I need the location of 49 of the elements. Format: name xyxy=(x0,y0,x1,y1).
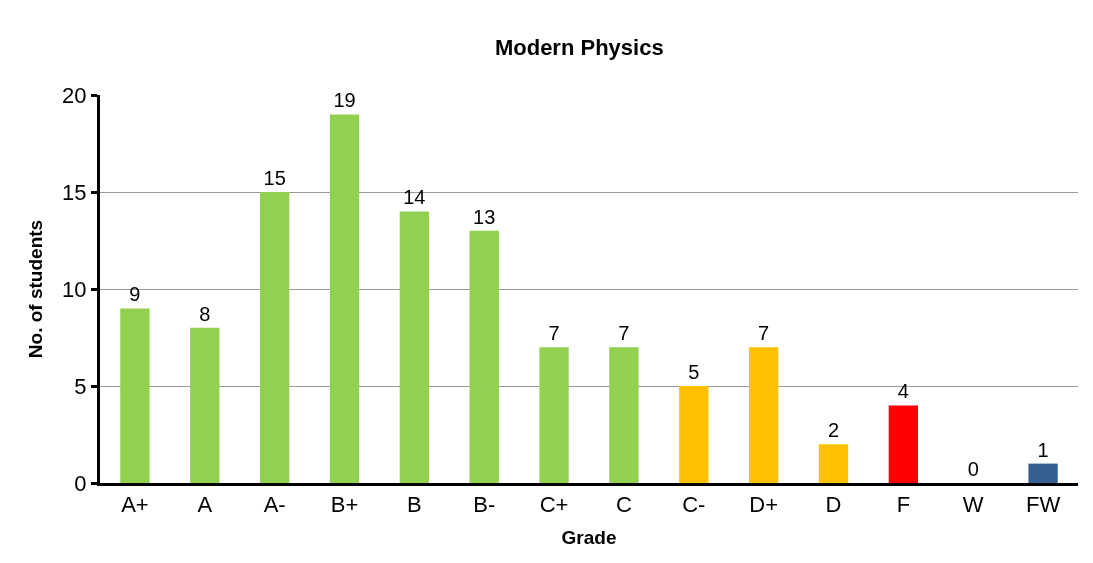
y-tick-label: 5 xyxy=(74,373,87,399)
y-tick-label: 15 xyxy=(62,179,87,205)
x-tick-label: C xyxy=(615,492,632,518)
x-tick-label: B- xyxy=(473,492,496,518)
data-label: 5 xyxy=(688,361,700,383)
data-label: 0 xyxy=(967,458,979,480)
bar xyxy=(190,327,220,483)
x-tick-label: FW xyxy=(1025,492,1061,518)
bar xyxy=(469,230,499,483)
y-tick-label: 20 xyxy=(62,82,87,108)
bar xyxy=(609,347,639,483)
data-label: 4 xyxy=(897,380,909,403)
bar xyxy=(329,114,360,483)
x-tick-label: D+ xyxy=(749,492,779,518)
bar xyxy=(748,347,779,483)
x-tick-label: A xyxy=(197,492,213,518)
x-tick-label: A+ xyxy=(121,492,149,518)
data-label: 14 xyxy=(403,186,426,209)
y-tick-label: 0 xyxy=(74,470,87,496)
x-tick-label: A- xyxy=(263,492,286,518)
data-label: 7 xyxy=(758,322,770,345)
data-label: 19 xyxy=(333,89,356,112)
data-label: 7 xyxy=(548,322,560,345)
data-label: 2 xyxy=(827,419,840,442)
data-label: 8 xyxy=(199,302,211,325)
x-axis-title: Grade xyxy=(561,527,617,549)
y-axis-title: No. of students xyxy=(24,219,46,359)
x-tick-label: B+ xyxy=(330,492,359,518)
bar xyxy=(120,308,150,483)
bar xyxy=(399,211,430,483)
x-tick-label: D xyxy=(825,492,842,518)
bar xyxy=(888,405,919,483)
x-tick-label: C- xyxy=(682,492,706,518)
bar xyxy=(1028,463,1058,483)
bar xyxy=(818,444,849,483)
bar xyxy=(259,192,290,483)
data-label: 13 xyxy=(473,205,496,228)
bar xyxy=(679,386,709,483)
y-tick-label: 10 xyxy=(62,276,87,302)
x-tick-label: W xyxy=(962,492,984,518)
bar xyxy=(539,347,569,483)
data-label: 7 xyxy=(618,322,630,345)
x-tick-label: C+ xyxy=(539,492,569,518)
data-label: 15 xyxy=(263,167,286,189)
data-label: 1 xyxy=(1037,438,1049,461)
data-label: 9 xyxy=(129,283,141,306)
x-tick-label: F xyxy=(896,492,911,518)
x-tick-label: B xyxy=(407,492,422,518)
chart-title: Modern Physics xyxy=(494,34,664,60)
